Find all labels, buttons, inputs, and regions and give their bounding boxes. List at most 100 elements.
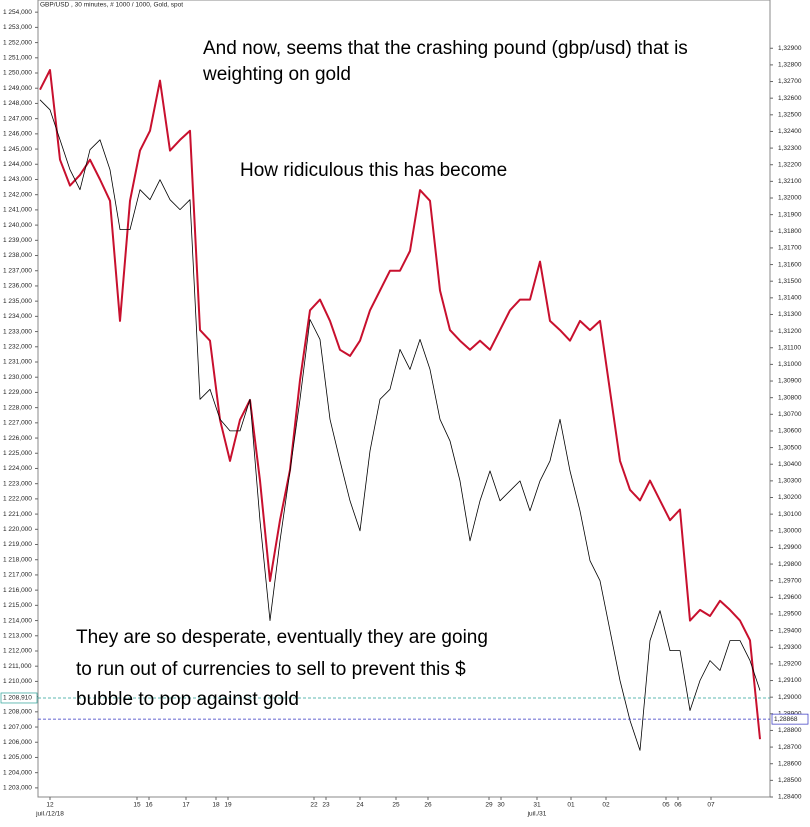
y-tick-label: 1 217,000: [3, 572, 32, 579]
series-line: [39, 69, 761, 740]
price-marker-label: 1,28868: [774, 716, 798, 723]
y-tick-label: 1 248,000: [3, 100, 32, 107]
x-tick-label: 15: [133, 802, 141, 809]
x-sublabel: juil./12/18: [35, 811, 64, 818]
y2-tick-label: 1,32600: [778, 95, 802, 102]
y2-tick-label: 1,31500: [778, 278, 802, 285]
y-tick-label: 1 210,000: [3, 678, 32, 685]
y2-tick-label: 1,30000: [778, 527, 802, 534]
y-tick-label: 1 216,000: [3, 587, 32, 594]
x-tick-label: 17: [182, 802, 190, 809]
y2-tick-label: 1,29400: [778, 627, 802, 634]
y-tick-label: 1 253,000: [3, 24, 32, 31]
y-tick-label: 1 245,000: [3, 146, 32, 153]
y-tick-label: 1 224,000: [3, 465, 32, 472]
y-tick-label: 1 239,000: [3, 237, 32, 244]
y-tick-label: 1 228,000: [3, 404, 32, 411]
x-tick-label: 07: [707, 802, 715, 809]
y-tick-label: 1 241,000: [3, 207, 32, 214]
y2-tick-label: 1,28500: [778, 777, 802, 784]
y2-tick-label: 1,30500: [778, 444, 802, 451]
y-tick-label: 1 205,000: [3, 754, 32, 761]
y2-tick-label: 1,32300: [778, 145, 802, 152]
y2-tick-label: 1,28800: [778, 727, 802, 734]
y-tick-label: 1 208,000: [3, 709, 32, 716]
x-tick-label: 12: [46, 802, 54, 809]
y-tick-label: 1 211,000: [3, 663, 32, 670]
y2-tick-label: 1,31200: [778, 328, 802, 335]
y2-tick-label: 1,31900: [778, 211, 802, 218]
y2-tick-label: 1,28600: [778, 760, 802, 767]
x-tick-label: 29: [485, 802, 493, 809]
y-tick-label: 1 231,000: [3, 359, 32, 366]
x-tick-label: 01: [567, 802, 575, 809]
y2-tick-label: 1,29000: [778, 694, 802, 701]
y-tick-label: 1 237,000: [3, 267, 32, 274]
y-tick-label: 1 227,000: [3, 420, 32, 427]
y2-tick-label: 1,29100: [778, 677, 802, 684]
x-tick-label: 25: [392, 802, 400, 809]
chart-title: GBP/USD , 30 minutes, # 1000 / 1000, Gol…: [40, 2, 183, 9]
price-marker-label: 1 208,910: [3, 695, 32, 702]
y-tick-label: 1 232,000: [3, 344, 32, 351]
annotation: bubble to pop against gold: [76, 689, 299, 710]
y2-tick-label: 1,32800: [778, 62, 802, 69]
x-tick-label: 16: [145, 802, 153, 809]
y2-tick-label: 1,32400: [778, 128, 802, 135]
y-tick-label: 1 244,000: [3, 161, 32, 168]
price-marker-box: [0, 692, 38, 704]
y2-tick-label: 1,31000: [778, 361, 802, 368]
y2-tick-label: 1,32200: [778, 161, 802, 168]
annotation: How ridiculous this has become: [240, 160, 507, 181]
y-tick-label: 1 219,000: [3, 541, 32, 548]
y-tick-label: 1 206,000: [3, 739, 32, 746]
y-tick-label: 1 243,000: [3, 176, 32, 183]
y2-tick-label: 1,30600: [778, 428, 802, 435]
y-tick-label: 1 254,000: [3, 9, 32, 16]
y2-tick-label: 1,30400: [778, 461, 802, 468]
y-tick-label: 1 236,000: [3, 283, 32, 290]
annotation: They are so desperate, eventually they a…: [76, 627, 488, 648]
y2-tick-label: 1,32000: [778, 195, 802, 202]
plot-frame: [37, 0, 771, 798]
y2-tick-label: 1,29600: [778, 594, 802, 601]
x-tick-label: 06: [674, 802, 682, 809]
x-tick-label: 02: [602, 802, 610, 809]
y-tick-label: 1 225,000: [3, 450, 32, 457]
y2-tick-label: 1,30700: [778, 411, 802, 418]
y-tick-label: 1 220,000: [3, 526, 32, 533]
y2-tick-label: 1,30200: [778, 494, 802, 501]
y2-tick-label: 1,30900: [778, 378, 802, 385]
y-tick-label: 1 249,000: [3, 85, 32, 92]
y-tick-label: 1 218,000: [3, 556, 32, 563]
x-tick-label: 19: [224, 802, 232, 809]
y-tick-label: 1 213,000: [3, 632, 32, 639]
y2-tick-label: 1,32100: [778, 178, 802, 185]
x-tick-label: 30: [497, 802, 505, 809]
y-tick-label: 1 221,000: [3, 511, 32, 518]
y2-tick-label: 1,29500: [778, 611, 802, 618]
y-tick-label: 1 215,000: [3, 602, 32, 609]
y-tick-label: 1 250,000: [3, 70, 32, 77]
y2-tick-label: 1,32700: [778, 78, 802, 85]
x-tick-label: 23: [322, 802, 330, 809]
y-tick-label: 1 214,000: [3, 617, 32, 624]
y-tick-label: 1 207,000: [3, 724, 32, 731]
annotation: weighting on gold: [202, 64, 351, 85]
y2-tick-label: 1,30800: [778, 394, 802, 401]
y2-tick-label: 1,29200: [778, 661, 802, 668]
y-tick-label: 1 238,000: [3, 252, 32, 259]
x-tick-label: 24: [356, 802, 364, 809]
series-line: [39, 99, 761, 751]
y2-tick-label: 1,32900: [778, 45, 802, 52]
y-tick-label: 1 251,000: [3, 55, 32, 62]
y-tick-label: 1 247,000: [3, 115, 32, 122]
y-tick-label: 1 204,000: [3, 769, 32, 776]
y2-tick-label: 1,30300: [778, 478, 802, 485]
y-tick-label: 1 240,000: [3, 222, 32, 229]
x-tick-label: 31: [533, 802, 541, 809]
y-tick-label: 1 203,000: [3, 785, 32, 792]
y-tick-label: 1 242,000: [3, 191, 32, 198]
